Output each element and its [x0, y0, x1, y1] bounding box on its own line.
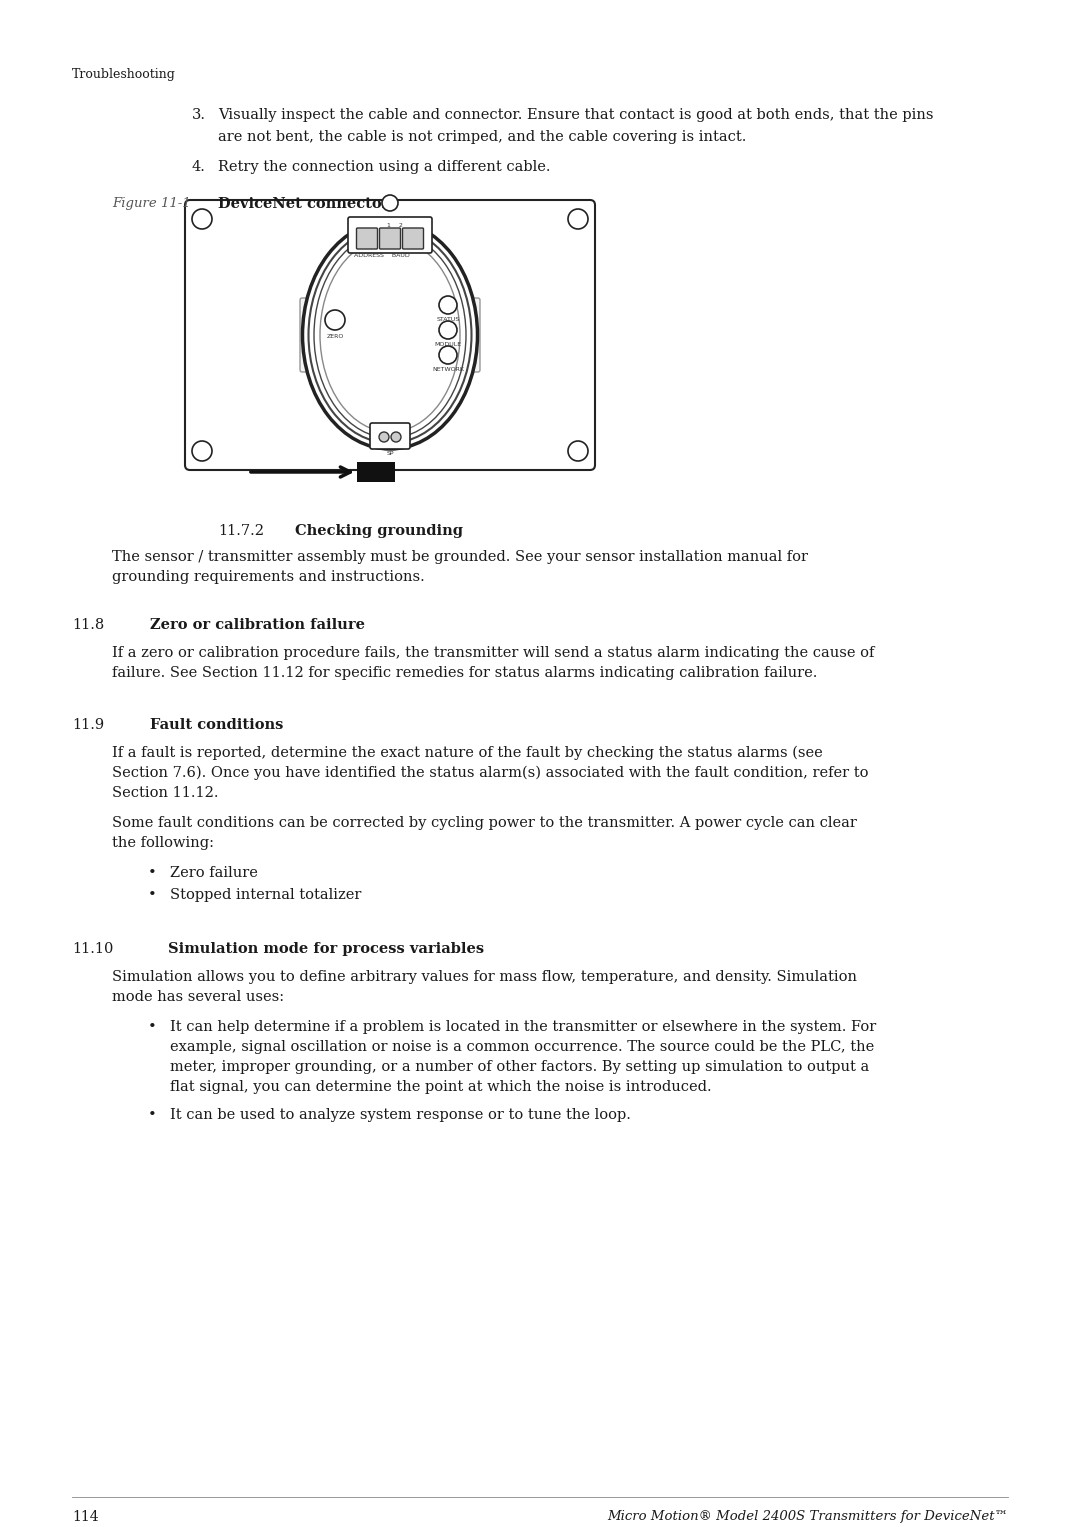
Text: grounding requirements and instructions.: grounding requirements and instructions. [112, 570, 424, 583]
Text: flat signal, you can determine the point at which the noise is introduced.: flat signal, you can determine the point… [170, 1080, 712, 1093]
Ellipse shape [302, 221, 477, 449]
Text: DeviceNet connector: DeviceNet connector [218, 197, 390, 211]
Text: If a fault is reported, determine the exact nature of the fault by checking the : If a fault is reported, determine the ex… [112, 747, 823, 760]
Circle shape [379, 432, 389, 441]
Circle shape [192, 209, 212, 229]
Text: Visually inspect the cable and connector. Ensure that contact is good at both en: Visually inspect the cable and connector… [218, 108, 933, 122]
Text: 1    2: 1 2 [387, 223, 403, 228]
Text: are not bent, the cable is not crimped, and the cable covering is intact.: are not bent, the cable is not crimped, … [218, 130, 746, 144]
FancyBboxPatch shape [460, 298, 480, 373]
Text: NETWORK: NETWORK [432, 366, 464, 373]
Ellipse shape [309, 228, 472, 443]
Text: It can be used to analyze system response or to tune the loop.: It can be used to analyze system respons… [170, 1109, 631, 1122]
Circle shape [391, 432, 401, 441]
Text: 114: 114 [72, 1510, 98, 1524]
FancyBboxPatch shape [300, 298, 320, 373]
Circle shape [568, 441, 588, 461]
Circle shape [568, 209, 588, 229]
Text: If a zero or calibration procedure fails, the transmitter will send a status ala: If a zero or calibration procedure fails… [112, 646, 875, 660]
FancyBboxPatch shape [379, 228, 401, 249]
FancyBboxPatch shape [403, 228, 423, 249]
Text: The sensor / transmitter assembly must be grounded. See your sensor installation: The sensor / transmitter assembly must b… [112, 550, 808, 563]
Text: It can help determine if a problem is located in the transmitter or elsewhere in: It can help determine if a problem is lo… [170, 1020, 876, 1034]
Text: Section 11.12.: Section 11.12. [112, 786, 218, 800]
Text: mode has several uses:: mode has several uses: [112, 989, 284, 1003]
Text: •: • [148, 866, 157, 880]
FancyBboxPatch shape [370, 423, 410, 449]
Text: STATUS: STATUS [436, 318, 460, 322]
Circle shape [325, 310, 345, 330]
Text: 4.: 4. [192, 160, 206, 174]
FancyBboxPatch shape [356, 228, 378, 249]
Text: Checking grounding: Checking grounding [295, 524, 463, 538]
Text: meter, improper grounding, or a number of other factors. By setting up simulatio: meter, improper grounding, or a number o… [170, 1060, 869, 1073]
Text: 3.: 3. [192, 108, 206, 122]
Text: Some fault conditions can be corrected by cycling power to the transmitter. A po: Some fault conditions can be corrected b… [112, 815, 856, 831]
Text: Zero or calibration failure: Zero or calibration failure [150, 618, 365, 632]
Text: Simulation allows you to define arbitrary values for mass flow, temperature, and: Simulation allows you to define arbitrar… [112, 970, 858, 983]
Text: Micro Motion® Model 2400S Transmitters for DeviceNet™: Micro Motion® Model 2400S Transmitters f… [607, 1510, 1008, 1522]
Text: MODULE: MODULE [434, 342, 461, 347]
Text: failure. See Section 11.12 for specific remedies for status alarms indicating ca: failure. See Section 11.12 for specific … [112, 666, 818, 680]
FancyBboxPatch shape [348, 217, 432, 253]
FancyBboxPatch shape [185, 200, 595, 470]
Ellipse shape [314, 232, 465, 438]
Text: SP: SP [387, 450, 394, 457]
Text: the following:: the following: [112, 835, 214, 851]
Text: example, signal oscillation or noise is a common occurrence. The source could be: example, signal oscillation or noise is … [170, 1040, 874, 1054]
Text: ADDRESS    BAUD: ADDRESS BAUD [354, 253, 410, 258]
Text: •: • [148, 1020, 157, 1034]
Text: Fault conditions: Fault conditions [150, 718, 283, 731]
Text: 11.10: 11.10 [72, 942, 113, 956]
Circle shape [438, 347, 457, 363]
Text: Troubleshooting: Troubleshooting [72, 69, 176, 81]
Text: 11.8: 11.8 [72, 618, 105, 632]
Text: •: • [148, 889, 157, 902]
Text: 11.7.2: 11.7.2 [218, 524, 264, 538]
Circle shape [438, 321, 457, 339]
Bar [357, 463, 395, 483]
Text: ZERO: ZERO [326, 334, 343, 339]
Ellipse shape [320, 238, 460, 432]
Text: •: • [148, 1109, 157, 1122]
Circle shape [438, 296, 457, 315]
Circle shape [192, 441, 212, 461]
Text: Zero failure: Zero failure [170, 866, 258, 880]
Text: Stopped internal totalizer: Stopped internal totalizer [170, 889, 362, 902]
Circle shape [382, 195, 399, 211]
Text: Simulation mode for process variables: Simulation mode for process variables [168, 942, 484, 956]
Text: 11.9: 11.9 [72, 718, 104, 731]
Text: Section 7.6). Once you have identified the status alarm(s) associated with the f: Section 7.6). Once you have identified t… [112, 767, 868, 780]
Text: Figure 11-1: Figure 11-1 [112, 197, 199, 211]
Text: Retry the connection using a different cable.: Retry the connection using a different c… [218, 160, 551, 174]
